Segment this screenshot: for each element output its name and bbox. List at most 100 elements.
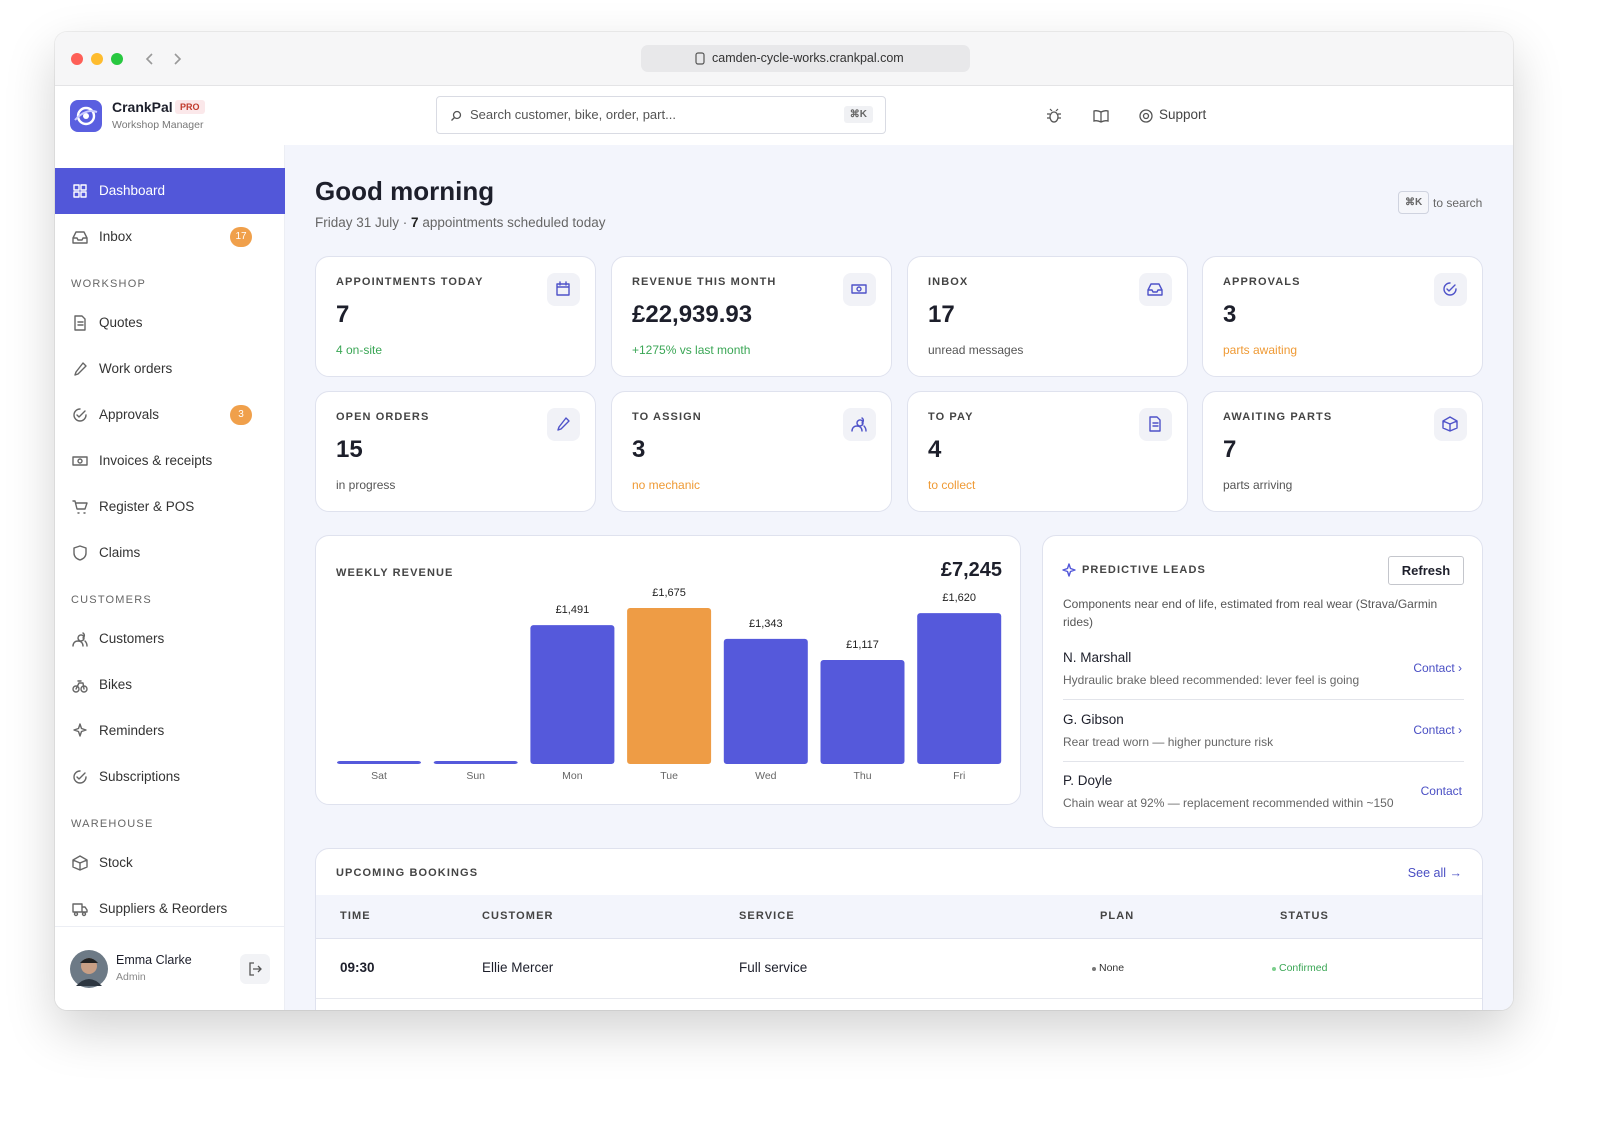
nav-item[interactable]: Subscriptions [55, 754, 285, 800]
bar-value-label: £1,117 [846, 639, 879, 651]
see-all-link[interactable]: See all → [1407, 866, 1462, 880]
stat-icon [1443, 282, 1457, 296]
bar-value-label: £1,675 [652, 587, 686, 599]
nav-label: Reminders [99, 723, 165, 738]
icon-path [73, 723, 87, 737]
docs-icon[interactable] [1093, 108, 1109, 124]
stat-value: 7 [1223, 436, 1237, 463]
lead-detail: Chain wear at 92% — replacement recommen… [1063, 796, 1394, 810]
column-header: STATUS [1280, 910, 1329, 922]
lead-divider [1063, 760, 1464, 762]
bar [917, 613, 1002, 764]
back-button[interactable] [144, 51, 156, 67]
contact-link[interactable]: Contact [1420, 784, 1462, 798]
stat-card: INBOX 17 unread messages [907, 256, 1188, 377]
status-dot [1272, 967, 1276, 971]
bar [337, 761, 421, 764]
contact-link[interactable]: Contact › [1413, 722, 1462, 737]
nav-item[interactable]: Suppliers & Reorders [55, 886, 285, 932]
brand-subtitle: Workshop Manager [112, 119, 204, 131]
contact-link[interactable]: Contact › [1413, 661, 1462, 675]
icon-path [1147, 283, 1163, 296]
brand-badge: PRO [175, 100, 205, 114]
stat-icon-box [843, 408, 876, 441]
stat-label: AWAITING PARTS [1223, 411, 1333, 423]
nav-item[interactable]: Bikes [55, 662, 285, 708]
lead-detail: Rear tread worn — higher puncture risk [1063, 734, 1274, 749]
logout-button[interactable] [240, 954, 270, 984]
lead-name: P. Doyle [1063, 773, 1113, 788]
minimize-light[interactable] [91, 53, 103, 65]
nav-label: Register & POS [99, 499, 195, 514]
stat-note: unread messages [928, 343, 1024, 357]
stat-value: 7 [336, 301, 350, 328]
sidebar: Emma Clarke Admin Dashboard Inbox 17 WORKSH… [55, 145, 285, 1010]
nav-item[interactable]: Dashboard [55, 168, 285, 214]
nav-item[interactable]: Claims [55, 530, 285, 576]
bar-value-label: £1,491 [556, 604, 590, 616]
stat-note: 4 on-site [336, 343, 383, 357]
status-dot [1092, 967, 1096, 971]
stat-label: TO PAY [928, 411, 974, 423]
bar [723, 638, 808, 764]
subtitle-prefix: Friday 31 July · [315, 215, 408, 230]
nav-item[interactable]: Customers [55, 616, 285, 662]
app-header: CrankPal PRO Workshop Manager Search cus… [55, 86, 1513, 145]
search-placeholder: Search customer, bike, order, part... [470, 107, 676, 122]
nav-item[interactable]: Work orders [55, 346, 285, 392]
zoom-light[interactable] [111, 53, 123, 65]
user-role: Admin [116, 971, 146, 983]
stat-label: REVENUE THIS MONTH [632, 276, 777, 288]
nav-item[interactable]: Inbox 17 [55, 214, 285, 260]
main-content: Good morning Friday 31 July · 7 appointm… [285, 145, 1513, 1010]
x-tick-label: Tue [660, 770, 678, 782]
nav-item[interactable]: Register & POS [55, 484, 285, 530]
nav-section-title: WAREHOUSE [71, 818, 154, 830]
column-header: CUSTOMER [482, 910, 554, 922]
nav-icon [73, 184, 87, 198]
stat-icon-box [843, 273, 876, 306]
search-box[interactable]: Search customer, bike, order, part... ⌘K [436, 96, 886, 134]
nav-label: Suppliers & Reorders [99, 901, 228, 916]
nav-item[interactable]: Stock [55, 840, 285, 886]
nav-icon [74, 315, 86, 331]
browser-window: camden-cycle-works.crankpal.com CrankPal… [55, 32, 1513, 1010]
nav-badge: 17 [230, 227, 252, 247]
debug-icon[interactable] [1046, 108, 1062, 124]
stat-icon [557, 417, 570, 431]
icon-path [73, 184, 87, 198]
chart-total: £7,245 [941, 559, 1002, 581]
user-divider [55, 926, 285, 927]
chart-title: WEEKLY REVENUE [336, 567, 453, 579]
stat-card: OPEN ORDERS 15 in progress [315, 391, 596, 512]
nav-icon [73, 770, 87, 784]
refresh-button[interactable]: Refresh [1388, 556, 1464, 585]
icon-path [851, 417, 867, 432]
forward-button[interactable] [171, 51, 183, 67]
url-bar[interactable]: camden-cycle-works.crankpal.com [641, 45, 970, 72]
support-link[interactable]: Support [1159, 107, 1207, 122]
nav-item[interactable]: Quotes [55, 300, 285, 346]
close-light[interactable] [71, 53, 83, 65]
nav-item[interactable]: Reminders [55, 708, 285, 754]
nav-icon [72, 680, 88, 693]
table-header [316, 895, 1482, 939]
nav-item[interactable]: Invoices & receipts [55, 438, 285, 484]
stat-note: parts awaiting [1223, 343, 1298, 357]
nav-label: Customers [99, 631, 165, 646]
stat-note: +1275% vs last month [632, 343, 751, 357]
leads-card: PREDICTIVE LEADS Refresh Components near e… [1042, 535, 1483, 828]
stat-label: INBOX [928, 276, 969, 288]
stat-value: 17 [928, 301, 955, 328]
icon-path [1443, 282, 1457, 296]
nav-item[interactable]: Approvals 3 [55, 392, 285, 438]
nav-label: Work orders [99, 361, 173, 376]
stat-card: APPROVALS 3 parts awaiting [1202, 256, 1483, 377]
stat-icon [851, 417, 867, 432]
search-icon [451, 110, 462, 121]
search-shortcut: ⌘K [843, 106, 873, 123]
page-title: Good morning [315, 176, 495, 206]
support-icon[interactable] [1139, 109, 1153, 123]
nav-label: Subscriptions [99, 769, 181, 784]
